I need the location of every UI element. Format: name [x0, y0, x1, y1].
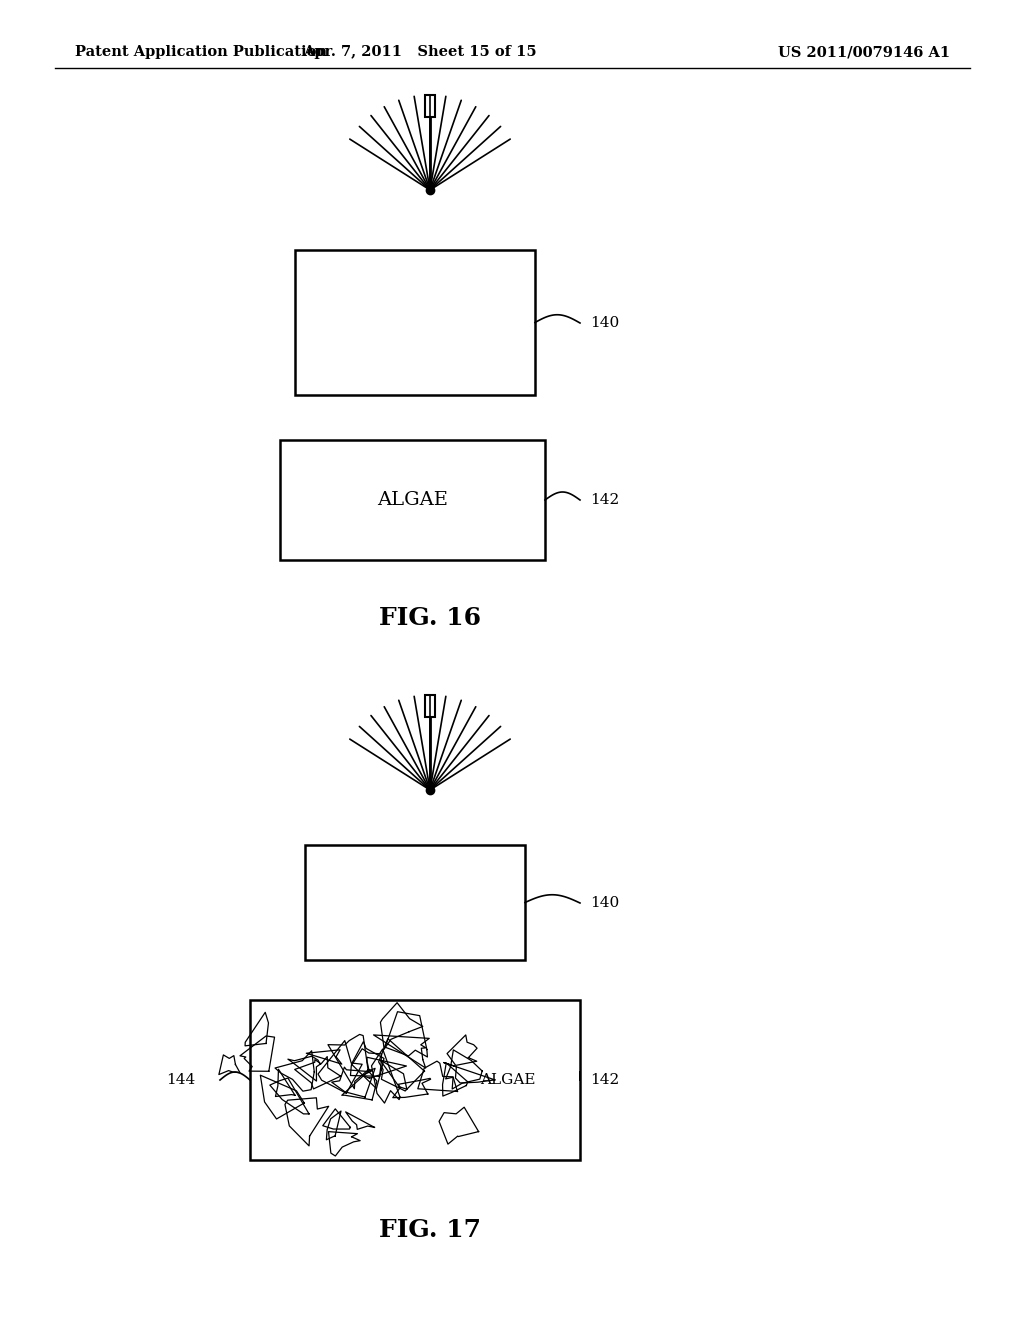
Text: 142: 142	[590, 1073, 620, 1086]
Text: FIG. 16: FIG. 16	[379, 606, 481, 630]
Text: 140: 140	[590, 896, 620, 909]
Bar	[305, 845, 525, 960]
Text: ALGAE: ALGAE	[377, 491, 447, 510]
Bar	[425, 696, 435, 717]
Bar	[280, 440, 545, 560]
Text: FIG. 17: FIG. 17	[379, 1218, 481, 1242]
Bar	[295, 249, 535, 395]
Text: 144: 144	[166, 1073, 195, 1086]
Bar	[425, 95, 435, 117]
Text: Apr. 7, 2011   Sheet 15 of 15: Apr. 7, 2011 Sheet 15 of 15	[303, 45, 537, 59]
Text: Patent Application Publication: Patent Application Publication	[75, 45, 327, 59]
Text: 142: 142	[590, 492, 620, 507]
Text: ALGAE: ALGAE	[479, 1073, 536, 1086]
Text: US 2011/0079146 A1: US 2011/0079146 A1	[778, 45, 950, 59]
Text: 140: 140	[590, 315, 620, 330]
Bar	[250, 1001, 580, 1160]
